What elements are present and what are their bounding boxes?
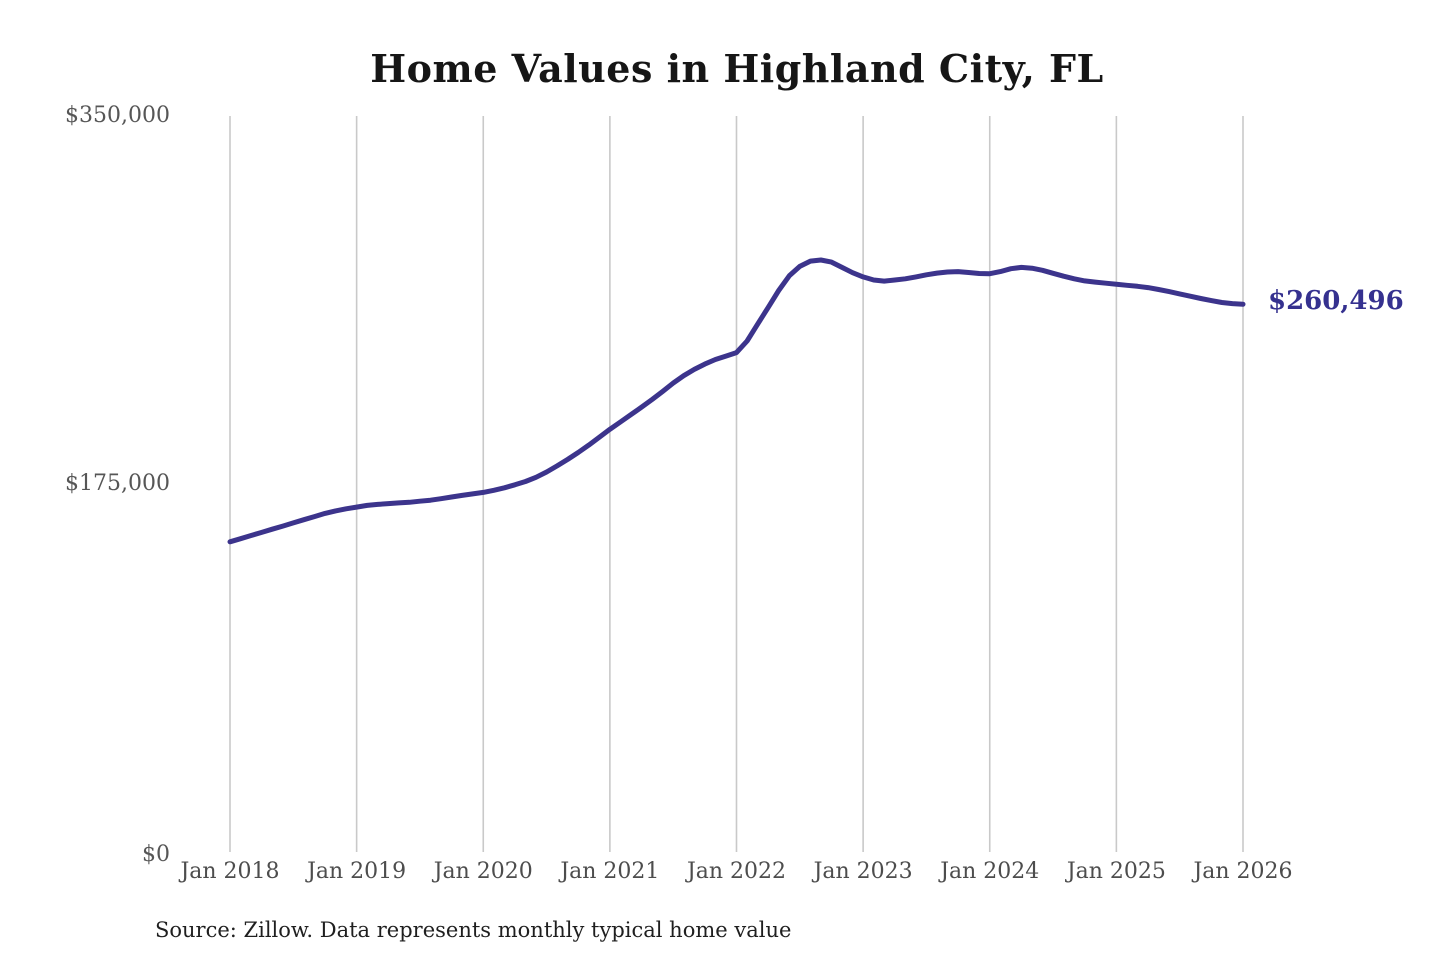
x-axis-tick-label: Jan 2020 xyxy=(433,859,533,884)
x-axis-tick-label: Jan 2019 xyxy=(307,859,407,884)
source-note: Source: Zillow. Data represents monthly … xyxy=(155,918,792,942)
x-axis-tick-label: Jan 2026 xyxy=(1193,859,1293,884)
x-axis-tick-label: Jan 2023 xyxy=(813,859,913,884)
current-value-label: $260,496 xyxy=(1268,286,1404,317)
x-axis-tick-label: Jan 2018 xyxy=(180,859,280,884)
y-axis-tick-label: $350,000 xyxy=(65,103,170,128)
x-axis-tick-label: Jan 2025 xyxy=(1066,859,1166,884)
x-axis-tick-label: Jan 2022 xyxy=(686,859,787,884)
y-axis-tick-label: $175,000 xyxy=(65,471,170,496)
gridlines xyxy=(229,116,1244,852)
chart-title: Home Values in Highland City, FL xyxy=(370,46,1104,91)
value-line xyxy=(227,257,1246,545)
y-axis-tick-label: $0 xyxy=(142,842,170,867)
x-axis-tick-label: Jan 2024 xyxy=(940,859,1040,884)
x-axis-tick-label: Jan 2021 xyxy=(560,859,660,884)
